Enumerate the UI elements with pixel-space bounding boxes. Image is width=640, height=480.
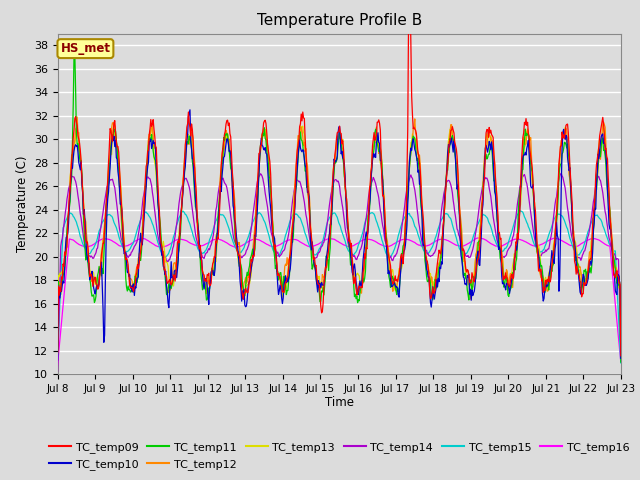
X-axis label: Time: Time	[324, 396, 354, 408]
Title: Temperature Profile B: Temperature Profile B	[257, 13, 422, 28]
Text: HS_met: HS_met	[60, 42, 111, 55]
Legend: TC_temp09, TC_temp10, TC_temp11, TC_temp12, TC_temp13, TC_temp14, TC_temp15, TC_: TC_temp09, TC_temp10, TC_temp11, TC_temp…	[44, 438, 634, 474]
Y-axis label: Temperature (C): Temperature (C)	[17, 156, 29, 252]
